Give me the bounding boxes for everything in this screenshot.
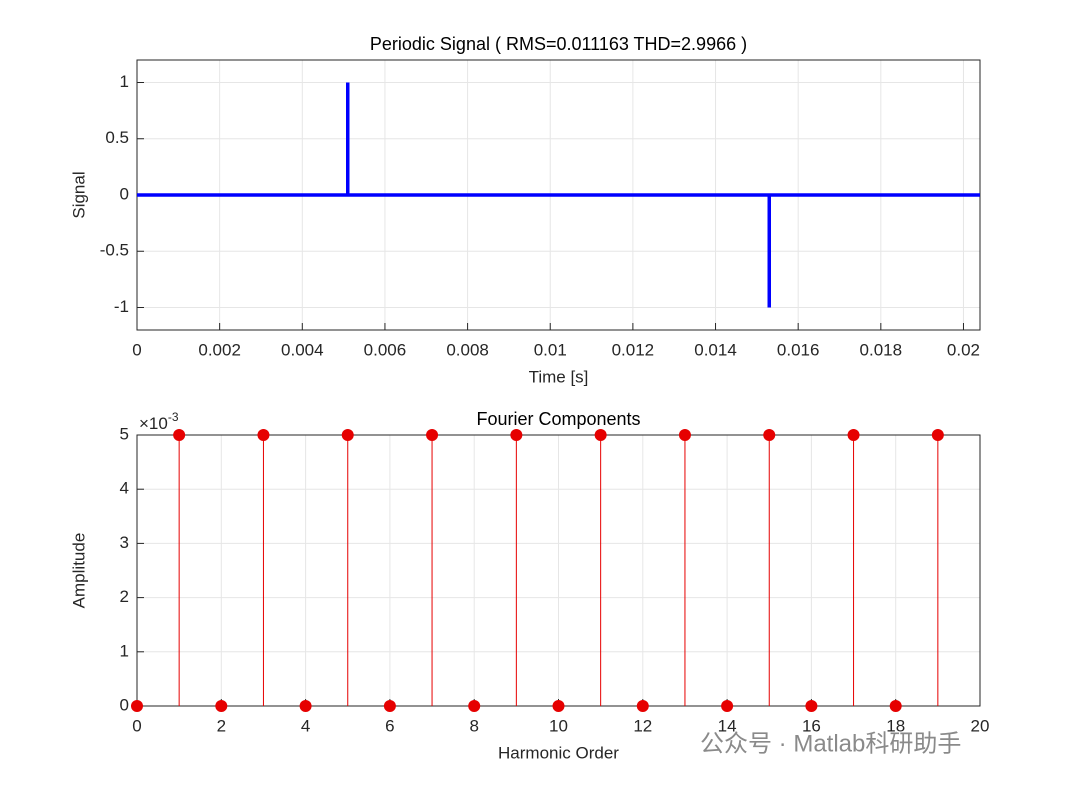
stem-marker (510, 429, 523, 441)
x-axis-label: Harmonic Order (498, 743, 619, 762)
x-tick-label: 0.014 (694, 340, 737, 359)
stem-marker (468, 700, 481, 712)
x-tick-label: 4 (301, 716, 310, 735)
stem-marker (131, 700, 143, 712)
y-tick-label: 0 (120, 184, 129, 203)
stem-marker (636, 700, 649, 712)
y-tick-label: -1 (114, 297, 129, 316)
y-axis-label: Signal (69, 171, 88, 218)
y-tick-label: 2 (120, 587, 129, 606)
stem-marker (721, 700, 734, 712)
x-tick-label: 14 (718, 716, 737, 735)
stem-marker (173, 429, 186, 441)
stem-marker (383, 700, 396, 712)
y-tick-label: 1 (120, 72, 129, 91)
y-tick-label: 4 (120, 479, 129, 498)
y-multiplier-base: ×10 (139, 414, 168, 433)
x-tick-label: 12 (633, 716, 652, 735)
stem-marker (215, 700, 228, 712)
stem-marker (678, 429, 691, 441)
x-tick-label: 0.012 (612, 340, 655, 359)
watermark: 公众号 · Matlab科研助手 (700, 730, 961, 757)
x-tick-label: 0.02 (947, 340, 980, 359)
x-tick-label: 0.004 (281, 340, 324, 359)
stem-marker (299, 700, 312, 712)
x-tick-label: 6 (385, 716, 394, 735)
x-tick-label: 0.008 (446, 340, 489, 359)
x-tick-label: 8 (469, 716, 478, 735)
stem-marker (341, 429, 354, 441)
y-multiplier: ×10-3 (139, 410, 179, 433)
stem-marker (847, 429, 860, 441)
x-tick-label: 2 (217, 716, 226, 735)
y-tick-label: -0.5 (100, 241, 129, 260)
stem-marker (426, 429, 439, 441)
x-tick-label: 10 (549, 716, 568, 735)
axes: 0 0.002 0.004 0.006 0.008 0.01 0.012 0.014 0.016… (100, 59, 981, 359)
y-tick-label: 3 (120, 533, 129, 552)
x-tick-label: 18 (886, 716, 905, 735)
stem-marker (805, 700, 818, 712)
x-axis-label: Time [s] (529, 367, 589, 386)
stem-marker (931, 429, 944, 441)
x-tick-label: 0.016 (777, 340, 820, 359)
x-tick-label: 20 (971, 716, 990, 735)
x-tick-label: 0.018 (860, 340, 903, 359)
x-tick-label: 16 (802, 716, 821, 735)
chart-title: Periodic Signal ( RMS=0.011163 THD=2.996… (370, 34, 747, 54)
stem-marker (257, 429, 270, 441)
x-tick-label: 0.01 (534, 340, 567, 359)
y-tick-label: 0 (120, 695, 129, 714)
stem-marker (594, 429, 607, 441)
x-tick-label: 0 (132, 340, 141, 359)
y-tick-label: 1 (120, 641, 129, 660)
stem-marker (889, 700, 902, 712)
x-tick-label: 0 (132, 716, 141, 735)
y-tick-label: 0.5 (105, 128, 129, 147)
stem-marker (552, 700, 565, 712)
x-tick-label: 0.006 (364, 340, 407, 359)
x-tick-label: 0.002 (198, 340, 241, 359)
chart-title: Fourier Components (476, 409, 640, 429)
y-axis-label: Amplitude (69, 533, 88, 609)
stem-marker (763, 429, 776, 441)
y-multiplier-exponent: -3 (168, 410, 179, 424)
signal-line (137, 82, 980, 308)
y-tick-label: 5 (120, 424, 129, 443)
